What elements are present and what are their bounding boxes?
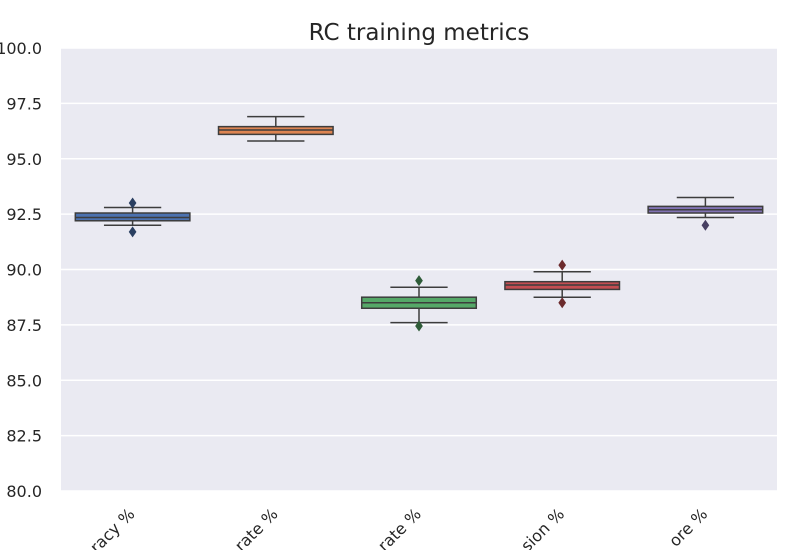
box-group	[74, 197, 191, 238]
y-tick-label: 90.0	[6, 261, 42, 280]
box-group	[217, 115, 334, 142]
outlier-point	[415, 275, 423, 287]
x-tick-label: rate %	[231, 504, 282, 550]
x-tick-label: racy %	[86, 504, 138, 550]
outlier-point	[558, 259, 567, 271]
x-tick-label: ore %	[665, 504, 711, 550]
box-group	[647, 196, 764, 231]
grid-lines	[61, 47, 777, 492]
x-tick-label: rate %	[374, 504, 425, 550]
y-tick-label: 97.5	[6, 94, 42, 113]
y-tick-label: 87.5	[6, 316, 42, 335]
outlier-point	[415, 320, 423, 332]
x-axis-ticks: racy % rate % rate % sion % ore %	[86, 504, 711, 550]
y-tick-label: 100.0	[0, 39, 42, 58]
box-group	[504, 259, 621, 309]
outlier-point	[558, 297, 567, 309]
y-tick-label: 85.0	[6, 371, 42, 390]
y-tick-label: 92.5	[6, 205, 42, 224]
y-tick-label: 95.0	[6, 150, 42, 169]
y-tick-label: 82.5	[6, 427, 42, 446]
box-group	[360, 275, 478, 332]
boxes	[74, 115, 764, 332]
outlier-point	[701, 219, 710, 231]
y-tick-label: 80.0	[6, 482, 42, 501]
outlier-point	[128, 197, 137, 209]
chart-title: RC training metrics	[309, 20, 530, 46]
y-axis-ticks: 80.0 82.5 85.0 87.5 90.0 92.5 95.0 97.5 100.0	[0, 39, 42, 501]
outlier-point	[128, 226, 137, 238]
x-tick-label: sion %	[517, 504, 568, 550]
